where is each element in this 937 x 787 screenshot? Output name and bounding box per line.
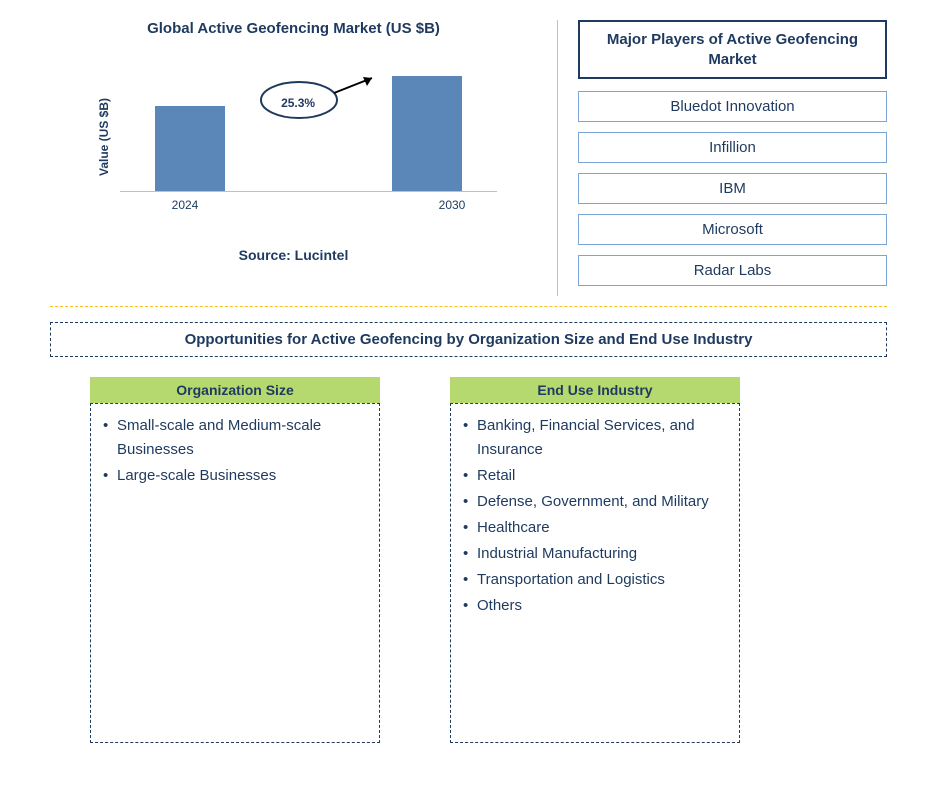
player-item: Microsoft bbox=[578, 214, 887, 245]
growth-annotation: 25.3% bbox=[244, 75, 374, 130]
column-header: Organization Size bbox=[90, 377, 380, 403]
growth-percentage: 25.3% bbox=[281, 96, 315, 110]
player-item: Bluedot Innovation bbox=[578, 91, 887, 122]
player-item: Radar Labs bbox=[578, 255, 887, 286]
list-item: Defense, Government, and Military bbox=[463, 490, 729, 514]
list-item: Healthcare bbox=[463, 516, 729, 540]
chart-title: Global Active Geofencing Market (US $B) bbox=[50, 20, 537, 37]
x-label-2024: 2024 bbox=[155, 198, 215, 212]
list-item: Large-scale Businesses bbox=[103, 464, 369, 488]
opportunities-title: Opportunities for Active Geofencing by O… bbox=[50, 322, 887, 357]
end-use-industry-list: Banking, Financial Services, and Insuran… bbox=[463, 414, 729, 618]
end-use-industry-column: End Use Industry Banking, Financial Serv… bbox=[450, 377, 740, 743]
chart-panel: Global Active Geofencing Market (US $B) … bbox=[50, 20, 557, 296]
list-item: Retail bbox=[463, 464, 729, 488]
source-text: Source: Lucintel bbox=[50, 247, 537, 263]
chart-area: Value (US $B) 25.3% 2024 2030 bbox=[100, 57, 537, 217]
top-section: Global Active Geofencing Market (US $B) … bbox=[0, 0, 937, 306]
column-body: Small-scale and Medium-scale BusinessesL… bbox=[90, 403, 380, 743]
chart-plot: 25.3% bbox=[120, 57, 497, 192]
bar-2024 bbox=[155, 106, 225, 191]
y-axis-label: Value (US $B) bbox=[97, 98, 111, 176]
player-item: IBM bbox=[578, 173, 887, 204]
list-item: Transportation and Logistics bbox=[463, 568, 729, 592]
organization-size-column: Organization Size Small-scale and Medium… bbox=[90, 377, 380, 743]
list-item: Industrial Manufacturing bbox=[463, 542, 729, 566]
column-body: Banking, Financial Services, and Insuran… bbox=[450, 403, 740, 743]
opportunity-columns: Organization Size Small-scale and Medium… bbox=[50, 377, 887, 743]
bar-2030 bbox=[392, 76, 462, 191]
players-title: Major Players of Active Geofencing Marke… bbox=[578, 20, 887, 79]
bottom-section: Opportunities for Active Geofencing by O… bbox=[0, 307, 937, 763]
x-label-2030: 2030 bbox=[422, 198, 482, 212]
players-panel: Major Players of Active Geofencing Marke… bbox=[557, 20, 887, 296]
list-item: Others bbox=[463, 594, 729, 618]
player-item: Infillion bbox=[578, 132, 887, 163]
list-item: Banking, Financial Services, and Insuran… bbox=[463, 414, 729, 462]
column-header: End Use Industry bbox=[450, 377, 740, 403]
organization-size-list: Small-scale and Medium-scale BusinessesL… bbox=[103, 414, 369, 488]
list-item: Small-scale and Medium-scale Businesses bbox=[103, 414, 369, 462]
